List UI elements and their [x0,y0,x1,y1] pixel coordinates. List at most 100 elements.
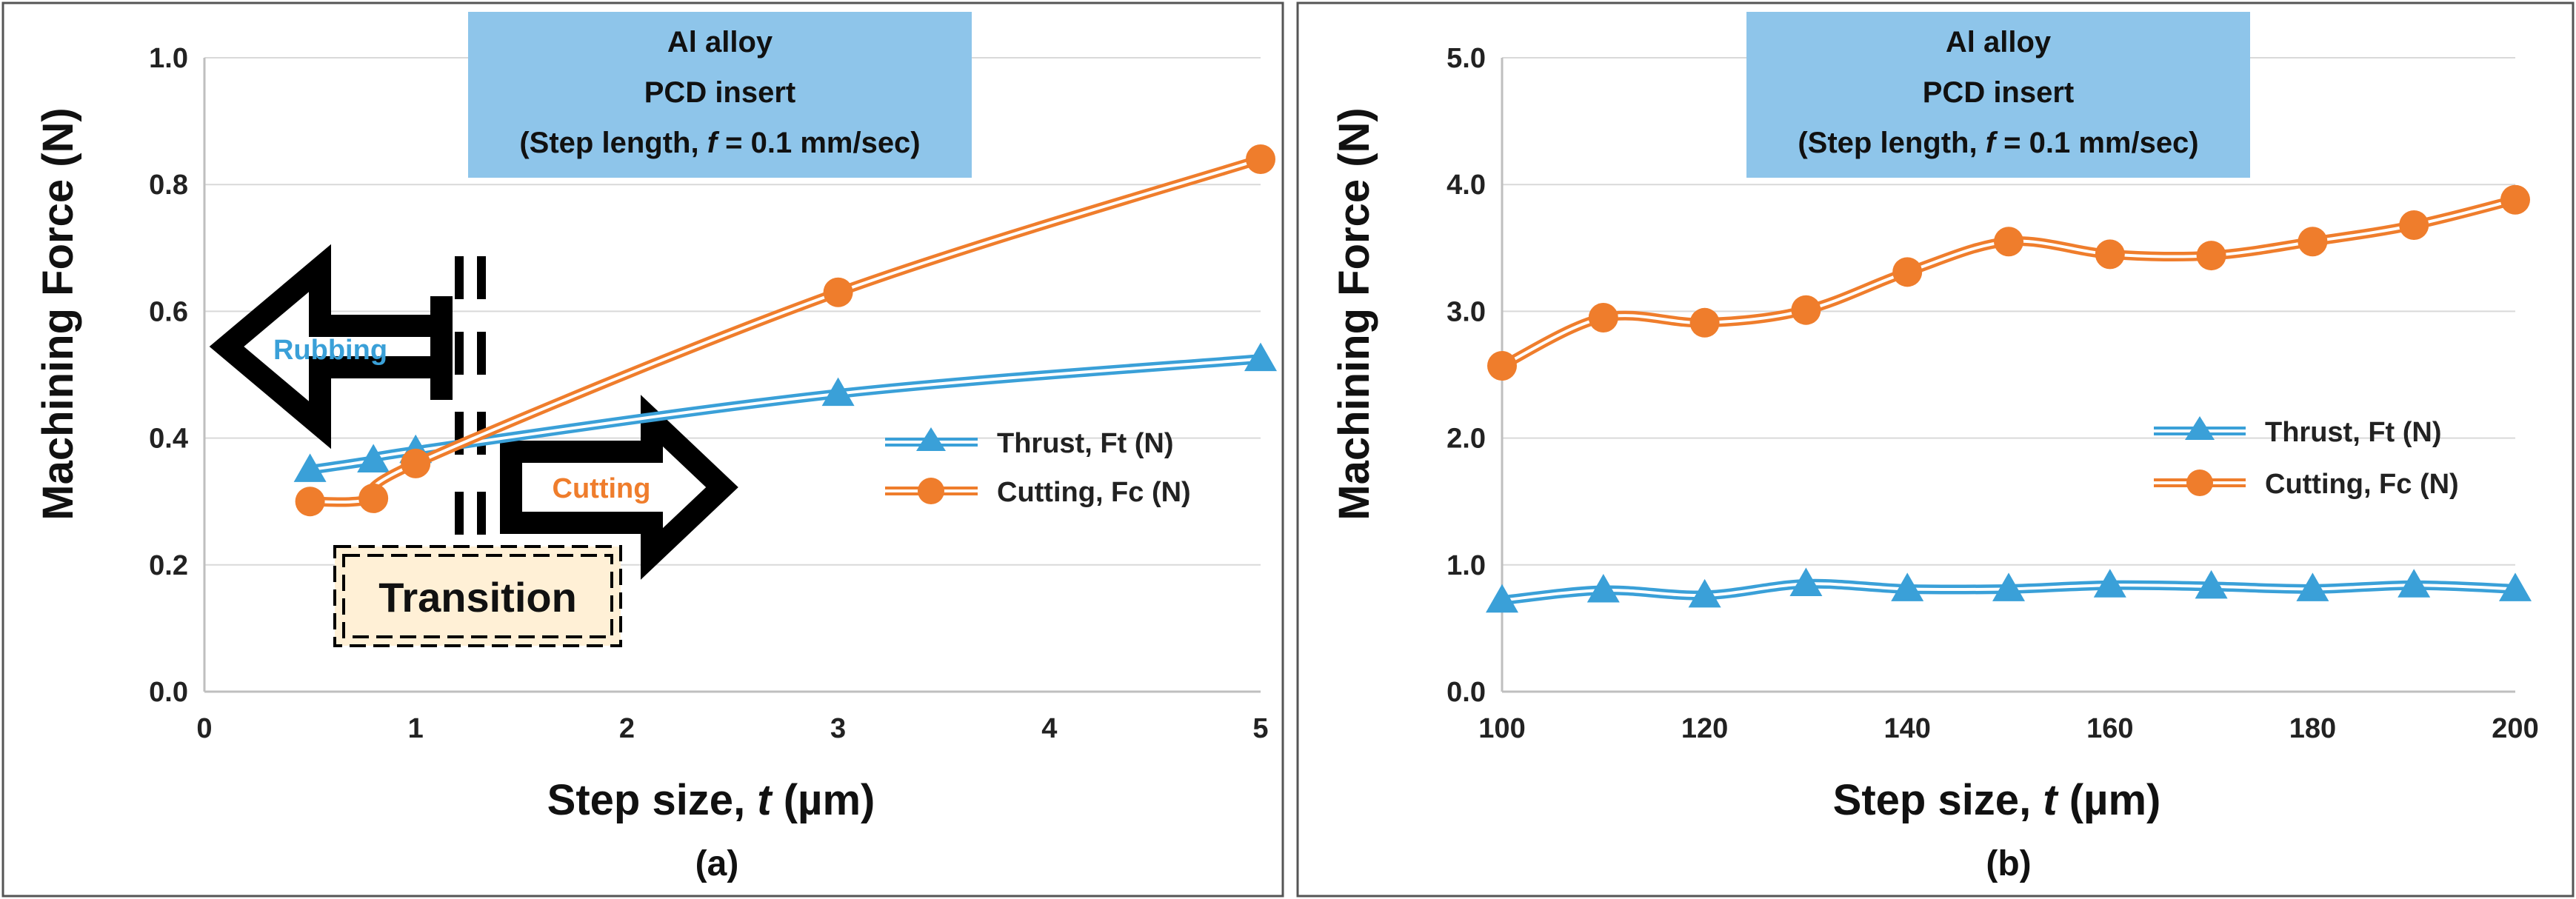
chart-a-cutting-point [823,277,853,307]
legend-thrust-marker [916,427,946,451]
annotation-line3: (Step length, f = 0.1 mm/sec) [1798,127,2198,159]
chart-b-xlabel-prefix: Step size, [1833,776,2043,824]
chart-b-thrust-point [2093,569,2126,598]
chart-a-xlabel-suffix: (µm) [772,776,875,824]
chart-b-ylabel: Machining Force (N) [1330,107,1378,520]
transition-box-outer [333,545,622,647]
chart-b-thrust-point [2296,572,2329,601]
rubbing-arrow: Rubbing [209,244,453,450]
chart-b-legend: Thrust, Ft (N) Cutting, Fc (N) [2154,416,2459,500]
chart-b-x-tick-label: 180 [2289,713,2336,744]
transition-box: Transition [333,545,622,647]
chart-a-legend: Thrust, Ft (N) Cutting, Fc (N) [885,427,1191,508]
chart-a-thrust-point [1244,342,1277,372]
chart-a-ylabel: Machining Force (N) [34,107,82,520]
chart-a-cutting-point [295,487,325,517]
chart-b-thrust-point [2499,572,2532,601]
legend-thrust-label: Thrust, Ft (N) [2265,417,2442,448]
rubbing-label: Rubbing [273,335,387,366]
chart-b-y-tick-label: 2.0 [1447,424,1486,455]
chart-b-cutting-point [2196,241,2226,271]
annotation-line2: PCD insert [644,76,796,109]
legend-cutting-label: Cutting, Fc (N) [2265,469,2459,500]
chart-b-x-tick-label: 200 [2492,713,2538,744]
chart-a-thrust-point [357,444,390,473]
chart-b-y-tick-label: 4.0 [1447,170,1486,201]
chart-b-thrust-point [1486,584,1518,613]
transition-box-inner [342,554,613,638]
chart-a-y-tick-label: 0.2 [149,550,188,581]
chart-a-x-tick-label: 4 [1041,713,1057,744]
panel-b-border [1296,1,2575,898]
chart-b-y-tick-label: 0.0 [1447,677,1486,708]
annotation-line3-var: f [707,127,720,159]
chart-b-thrust-point [2398,569,2431,598]
chart-b-cutting-point [1689,307,1720,338]
chart-a-thrust-point [293,453,327,482]
chart-b-series [1486,184,2532,613]
annotation-box [1746,12,2250,178]
chart-a-cutting-point [358,483,389,513]
chart-b-cutting-line [1500,195,2517,370]
annotation-line2: PCD insert [1923,76,2075,109]
legend-cutting-marker [918,478,944,504]
chart-a-xlabel-var: t [757,776,773,824]
transition-divider [455,256,486,535]
chart-a-ticks: 0 1 2 3 4 5 0.0 0.2 0.4 0.6 0.8 1.0 [149,43,1268,744]
annotation-line3-suffix: = 0.1 mm/sec) [1995,127,2199,159]
chart-b-x-tick-label: 160 [2086,713,2133,744]
chart-a-annotation: Al alloy PCD insert (Step length, f = 0.… [468,12,972,178]
chart-a-x-tick-label: 3 [830,713,846,744]
chart-b-ticks: 100 120 140 160 180 200 0.0 1.0 2.0 3.0 4.0 5.0 [1447,43,2539,744]
chart-a-caption: (a) [695,844,739,883]
chart-b-thrust-point [1891,572,1924,601]
annotation-line3-prefix: (Step length, [519,127,707,159]
chart-b-cutting-line-inner [1501,198,2516,367]
chart-b-y-tick-label: 3.0 [1447,296,1486,327]
chart-a-y-tick-label: 0.8 [149,170,188,201]
transition-label: Transition [378,574,577,621]
chart-b-thrust-point [2195,569,2228,599]
chart-a-thrust-point [821,377,855,407]
annotation-line1: Al alloy [667,26,773,59]
chart-a-xlabel: Step size, t (µm) [547,776,875,824]
legend-cutting-label: Cutting, Fc (N) [997,477,1191,508]
cutting-region-label: Cutting [553,473,651,504]
legend-cutting-marker [2186,469,2213,496]
chart-a-series [293,144,1277,517]
chart-b-cutting-point [1994,227,2023,257]
chart-a-cutting-point [401,448,431,478]
chart-b-cutting-point [2399,210,2429,240]
chart-b: 100 120 140 160 180 200 0.0 1.0 2.0 3.0 4.0 5.0 Al … [1330,12,2539,883]
chart-b-y-tick-label: 5.0 [1447,43,1486,74]
chart-b-thrust-point [1789,567,1823,596]
chart-a-y-tick-label: 0.6 [149,296,188,327]
cutting-arrow-shape [500,395,738,580]
chart-b-xlabel-suffix: (µm) [2058,776,2161,824]
legend-thrust-marker [2185,416,2215,440]
rubbing-arrow-shape [209,244,453,450]
chart-b-cutting-point [2500,184,2530,215]
chart-b-y-tick-label: 1.0 [1447,550,1486,581]
chart-b-caption: (b) [1986,844,2031,883]
annotation-line3-suffix: = 0.1 mm/sec) [717,127,921,159]
annotation-line3-prefix: (Step length, [1798,127,1985,159]
chart-a-grid [204,57,1261,566]
chart-a-xlabel-prefix: Step size, [547,776,758,824]
chart-b-xlabel: Step size, t (µm) [1833,776,2161,824]
chart-a-axes [203,58,1261,693]
annotation-line1: Al alloy [1946,26,2052,59]
chart-b-xlabel-var: t [2043,776,2059,824]
annotation-line3: (Step length, f = 0.1 mm/sec) [519,127,920,159]
chart-b-annotation: Al alloy PCD insert (Step length, f = 0.… [1746,12,2250,178]
chart-b-cutting-point [2298,227,2328,257]
annotation-box [468,12,972,178]
chart-b-x-tick-label: 120 [1681,713,1728,744]
chart-a-x-tick-label: 1 [408,713,424,744]
chart-b-cutting-point [1487,351,1517,381]
legend-thrust-label: Thrust, Ft (N) [997,428,1174,459]
chart-a-y-tick-label: 0.0 [149,677,188,708]
chart-b-x-tick-label: 140 [1883,713,1930,744]
chart-a-y-tick-label: 0.4 [149,424,188,455]
